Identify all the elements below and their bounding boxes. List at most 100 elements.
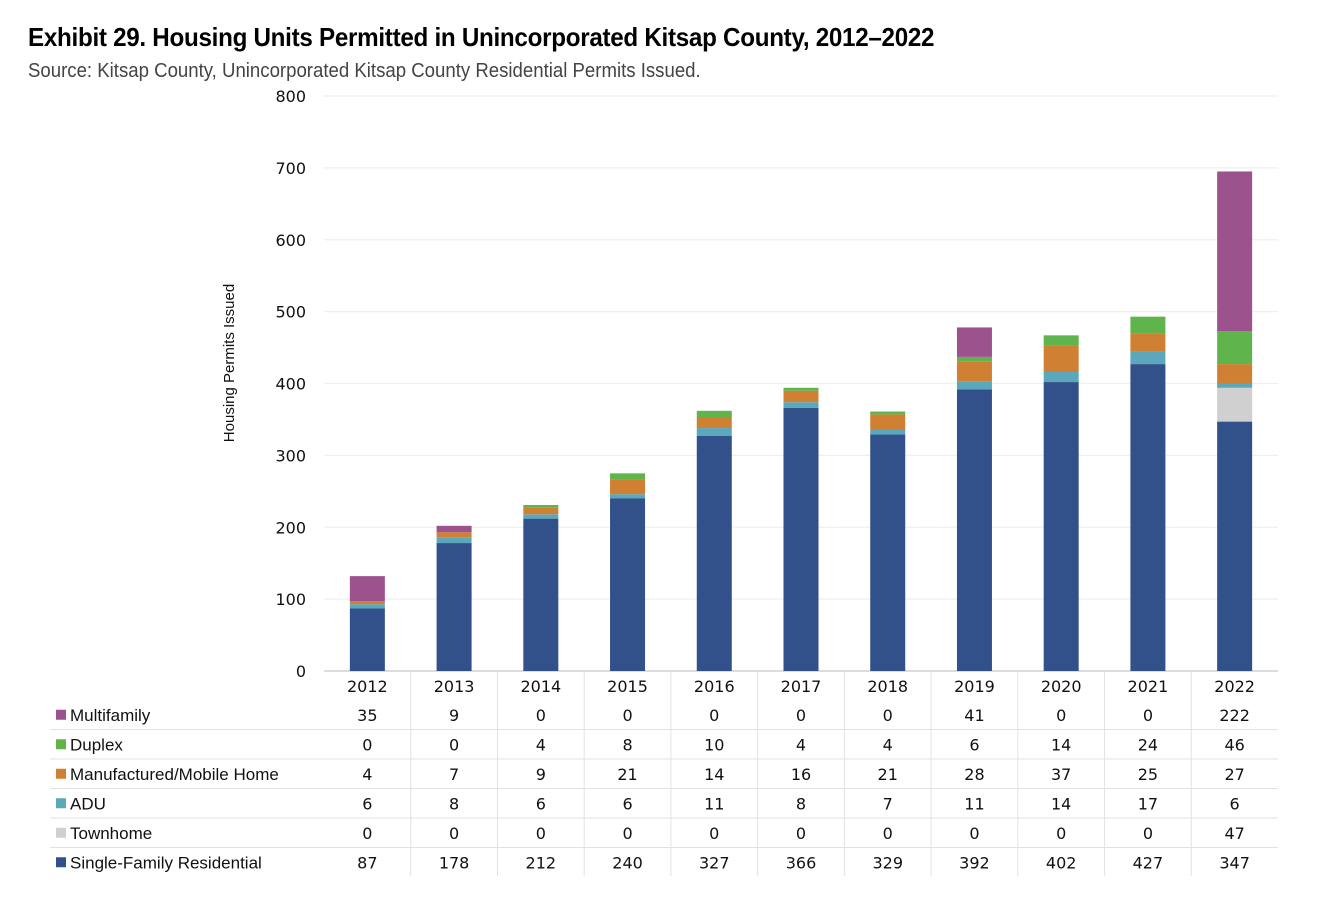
table-cell-value: 11 xyxy=(964,794,984,813)
table-cell-value: 392 xyxy=(959,853,990,872)
bar-segment-duplex xyxy=(1130,316,1166,334)
bar-stack-2016 xyxy=(696,410,732,671)
bar-segment-multifamily xyxy=(436,525,472,533)
table-row: Duplex 0 0 4 8 10 4 4 6 14 24 46 xyxy=(56,735,1245,754)
bar-segment-adu xyxy=(436,537,472,544)
bar-segment-manufactured-mobile-home xyxy=(349,601,385,605)
bar-stack-2019 xyxy=(956,327,992,671)
bar-segment-duplex xyxy=(610,473,646,480)
table-cell-value: 0 xyxy=(622,824,632,843)
table-cell-value: 0 xyxy=(796,706,806,725)
table-cell-value: 329 xyxy=(872,853,903,872)
table-cell-value: 178 xyxy=(439,853,470,872)
table-cell-value: 0 xyxy=(362,735,372,754)
table-cell-value: 10 xyxy=(704,735,724,754)
table-cell-value: 8 xyxy=(449,794,459,813)
y-tick-label: 0 xyxy=(296,662,306,681)
table-cell-value: 4 xyxy=(796,735,806,754)
bar-segment-duplex xyxy=(870,411,906,415)
bar-segment-manufactured-mobile-home xyxy=(1217,364,1253,384)
y-tick-label: 700 xyxy=(275,159,306,178)
table-row: Single-Family Residential 87 178 212 240 327 3… xyxy=(56,853,1250,872)
bar-stack-2015 xyxy=(610,473,646,671)
bar-segment-duplex xyxy=(696,410,732,418)
bar-segment-adu xyxy=(696,428,732,436)
table-cell-value: 240 xyxy=(612,853,643,872)
legend-label: Multifamily xyxy=(70,706,151,725)
x-tick-label: 2014 xyxy=(520,677,561,696)
legend-label: Manufactured/Mobile Home xyxy=(70,765,279,784)
bar-segment-manufactured-mobile-home xyxy=(523,507,559,515)
y-axis-label: Housing Permits Issued xyxy=(221,284,238,442)
bar-segment-manufactured-mobile-home xyxy=(610,479,646,495)
table-cell-value: 6 xyxy=(536,794,546,813)
bar-segment-duplex xyxy=(1043,335,1079,346)
bar-segment-single-family-residential xyxy=(1217,421,1253,671)
bar-stack-2014 xyxy=(523,504,559,671)
bar-segment-single-family-residential xyxy=(1043,382,1079,671)
y-tick-label: 100 xyxy=(275,590,306,609)
x-tick-label: 2015 xyxy=(607,677,648,696)
bars xyxy=(349,171,1253,671)
x-tick-label: 2012 xyxy=(347,677,388,696)
bar-segment-manufactured-mobile-home xyxy=(1130,333,1166,352)
legend-swatch xyxy=(56,827,66,838)
bar-segment-duplex xyxy=(783,387,819,391)
bar-segment-manufactured-mobile-home xyxy=(956,361,992,382)
bar-segment-multifamily xyxy=(349,576,385,602)
table-row: Townhome 0 0 0 0 0 0 0 0 0 0 47 xyxy=(56,824,1245,843)
bar-segment-adu xyxy=(783,402,819,408)
bar-segment-adu xyxy=(610,494,646,499)
bar-stack-2022 xyxy=(1217,171,1253,671)
bar-segment-single-family-residential xyxy=(436,543,472,671)
table-cell-value: 14 xyxy=(1051,794,1071,813)
table-row: Manufactured/Mobile Home 4 7 9 21 14 16 21 28 37 2… xyxy=(56,765,1245,784)
x-tick-label: 2019 xyxy=(954,677,995,696)
table-cell-value: 46 xyxy=(1224,735,1244,754)
legend-label: ADU xyxy=(70,794,106,813)
y-tick-label: 500 xyxy=(275,303,306,322)
bar-segment-duplex xyxy=(956,356,992,362)
table-cell-value: 27 xyxy=(1224,765,1244,784)
bar-segment-single-family-residential xyxy=(956,389,992,671)
bar-segment-duplex xyxy=(1217,331,1253,365)
table-cell-value: 6 xyxy=(622,794,632,813)
table-cell-value: 21 xyxy=(617,765,637,784)
table-cell-value: 0 xyxy=(1143,824,1153,843)
table-cell-value: 24 xyxy=(1138,735,1158,754)
table-cell-value: 0 xyxy=(709,824,719,843)
bar-segment-manufactured-mobile-home xyxy=(783,390,819,403)
table-cell-value: 0 xyxy=(883,824,893,843)
y-tick-label: 200 xyxy=(275,518,306,537)
table-cell-value: 6 xyxy=(1230,794,1240,813)
table-cell-value: 0 xyxy=(622,706,632,725)
bar-segment-single-family-residential xyxy=(349,608,385,671)
x-tick-label: 2020 xyxy=(1041,677,1082,696)
x-tick-label: 2016 xyxy=(694,677,735,696)
bar-stack-2018 xyxy=(870,411,906,671)
table-cell-value: 0 xyxy=(883,706,893,725)
table-cell-value: 0 xyxy=(362,824,372,843)
x-tick-label: 2022 xyxy=(1214,677,1255,696)
table-cell-value: 0 xyxy=(1056,706,1066,725)
bar-segment-multifamily xyxy=(1217,171,1253,332)
chart-title: Exhibit 29. Housing Units Permitted in U… xyxy=(28,22,935,52)
table-cell-value: 16 xyxy=(791,765,811,784)
bar-segment-adu xyxy=(1043,372,1079,383)
bar-segment-manufactured-mobile-home xyxy=(696,418,732,429)
table-cell-value: 35 xyxy=(357,706,377,725)
data-table: 2012 2013 2014 2015 2016 2017 2018 2019 2020 2021… xyxy=(50,671,1278,876)
bar-segment-single-family-residential xyxy=(1130,364,1166,671)
bar-segment-manufactured-mobile-home xyxy=(436,532,472,538)
table-cell-value: 25 xyxy=(1138,765,1158,784)
table-cell-value: 222 xyxy=(1219,706,1250,725)
table-cell-value: 21 xyxy=(878,765,898,784)
table-cell-value: 0 xyxy=(1143,706,1153,725)
table-cell-value: 17 xyxy=(1138,794,1158,813)
table-cell-value: 366 xyxy=(786,853,817,872)
table-cell-value: 0 xyxy=(449,824,459,843)
table-cell-value: 8 xyxy=(796,794,806,813)
table-cell-value: 7 xyxy=(449,765,459,784)
bar-segment-multifamily xyxy=(956,327,992,357)
